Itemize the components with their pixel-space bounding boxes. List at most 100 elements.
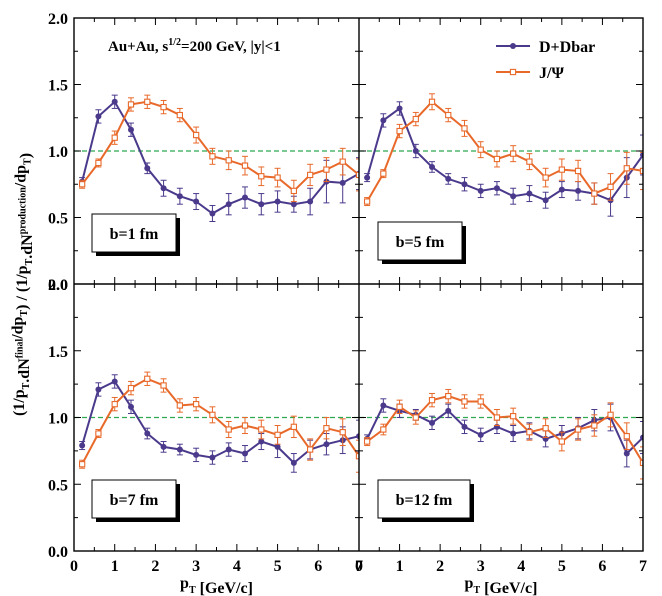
y-tick-label: 0.5: [48, 477, 68, 494]
data-point: [95, 113, 102, 120]
data-point: [160, 185, 167, 192]
data-point: [274, 431, 281, 439]
data-point: [461, 423, 468, 430]
panel-label-box: b=12 fm: [377, 479, 474, 522]
data-point: [242, 450, 248, 457]
x-tick-label: 1: [111, 558, 119, 575]
data-point: [127, 101, 135, 108]
label-part: p: [465, 575, 474, 592]
panel-plot-area: [74, 94, 359, 222]
series-d-dbar: [364, 398, 643, 468]
label-part: T: [19, 310, 30, 317]
data-point: [445, 175, 452, 182]
x-axis-label-left: pT [GeV/c]: [180, 575, 253, 596]
y-tick-label: 0.0: [48, 544, 68, 561]
data-point: [429, 419, 436, 426]
y-tick-label: 0.0: [48, 277, 68, 294]
data-point: [542, 197, 549, 204]
legend: D+Dbar J/Ψ: [496, 39, 595, 82]
data-point: [242, 194, 248, 201]
x-tick-label: 0: [70, 558, 78, 575]
panel-plot-area: [359, 93, 643, 217]
series-line: [81, 377, 359, 465]
label-part: T: [24, 258, 35, 265]
data-point: [477, 187, 484, 194]
data-point: [429, 163, 436, 170]
data-point: [209, 454, 216, 461]
label-part: final: [14, 339, 25, 359]
label-part: (1/p: [11, 389, 28, 416]
data-point: [428, 396, 436, 404]
y-tick-label: 1.0: [48, 411, 68, 428]
data-point: [574, 167, 582, 175]
label-part: ): [17, 153, 34, 158]
panel: b=7 fm: [74, 371, 359, 522]
data-point: [396, 105, 403, 112]
data-point: [623, 450, 630, 457]
data-point: [461, 181, 468, 188]
panel: b=5 fm: [359, 93, 643, 264]
data-point: [176, 402, 184, 409]
x-tick-label: 1: [396, 558, 404, 575]
data-point: [176, 446, 183, 453]
data-point: [558, 438, 566, 445]
data-point: [623, 433, 630, 440]
data-point: [380, 426, 387, 433]
data-point: [241, 422, 249, 429]
data-point: [445, 392, 452, 400]
data-point: [225, 446, 232, 453]
data-point: [160, 382, 167, 389]
data-point: [323, 166, 330, 173]
data-point: [78, 461, 86, 468]
data-point: [526, 190, 533, 197]
data-point: [258, 426, 265, 433]
axes-frame: [73, 17, 644, 552]
data-point: [258, 173, 265, 180]
panels: b=1 fm b=5 fm b=7 fm b=12 fm: [74, 93, 643, 522]
data-point: [510, 150, 517, 157]
data-point: [128, 126, 134, 133]
data-point: [95, 159, 102, 167]
label-frame: [91, 213, 177, 253]
data-point: [144, 375, 151, 382]
label-part: T: [189, 585, 196, 596]
data-point: [477, 146, 484, 153]
data-point: [111, 98, 118, 105]
data-point: [607, 411, 614, 418]
panel-plot-area: [359, 388, 643, 480]
data-point: [542, 425, 549, 432]
label-part: /dp: [13, 165, 30, 188]
data-point: [445, 111, 452, 119]
data-point: [111, 400, 118, 408]
data-point: [364, 174, 371, 181]
data-point: [323, 441, 330, 448]
data-point: [558, 186, 565, 193]
panel: b=1 fm: [74, 94, 359, 256]
data-point: [192, 131, 200, 139]
legend-label: J/Ψ: [539, 65, 564, 82]
x-tick-label: 7: [355, 558, 363, 575]
data-point: [225, 201, 232, 208]
data-point: [160, 103, 167, 111]
data-point: [510, 430, 517, 437]
x-tick-label: 7: [639, 558, 647, 575]
annotation-part: Au+Au, s: [108, 39, 168, 55]
label-part: T: [21, 382, 32, 389]
data-point: [380, 117, 387, 124]
data-point: [412, 148, 419, 154]
tick-labels: 0.00.51.01.52.00.00.51.01.52.00 1 2 3 4 5 6 70 1…: [48, 11, 647, 575]
legend-marker: [509, 68, 517, 76]
data-point: [323, 425, 330, 432]
data-point: [526, 429, 533, 436]
data-point: [127, 384, 135, 392]
data-point: [380, 170, 387, 177]
data-point: [607, 183, 614, 191]
series-d-dbar: [364, 101, 643, 217]
label-part: T: [22, 158, 33, 165]
data-point: [639, 167, 643, 175]
x-tick-label: 2: [151, 558, 159, 575]
data-point: [477, 431, 484, 438]
data-point: [209, 411, 216, 418]
panel-plot-area: [74, 371, 359, 473]
data-point: [339, 429, 346, 436]
